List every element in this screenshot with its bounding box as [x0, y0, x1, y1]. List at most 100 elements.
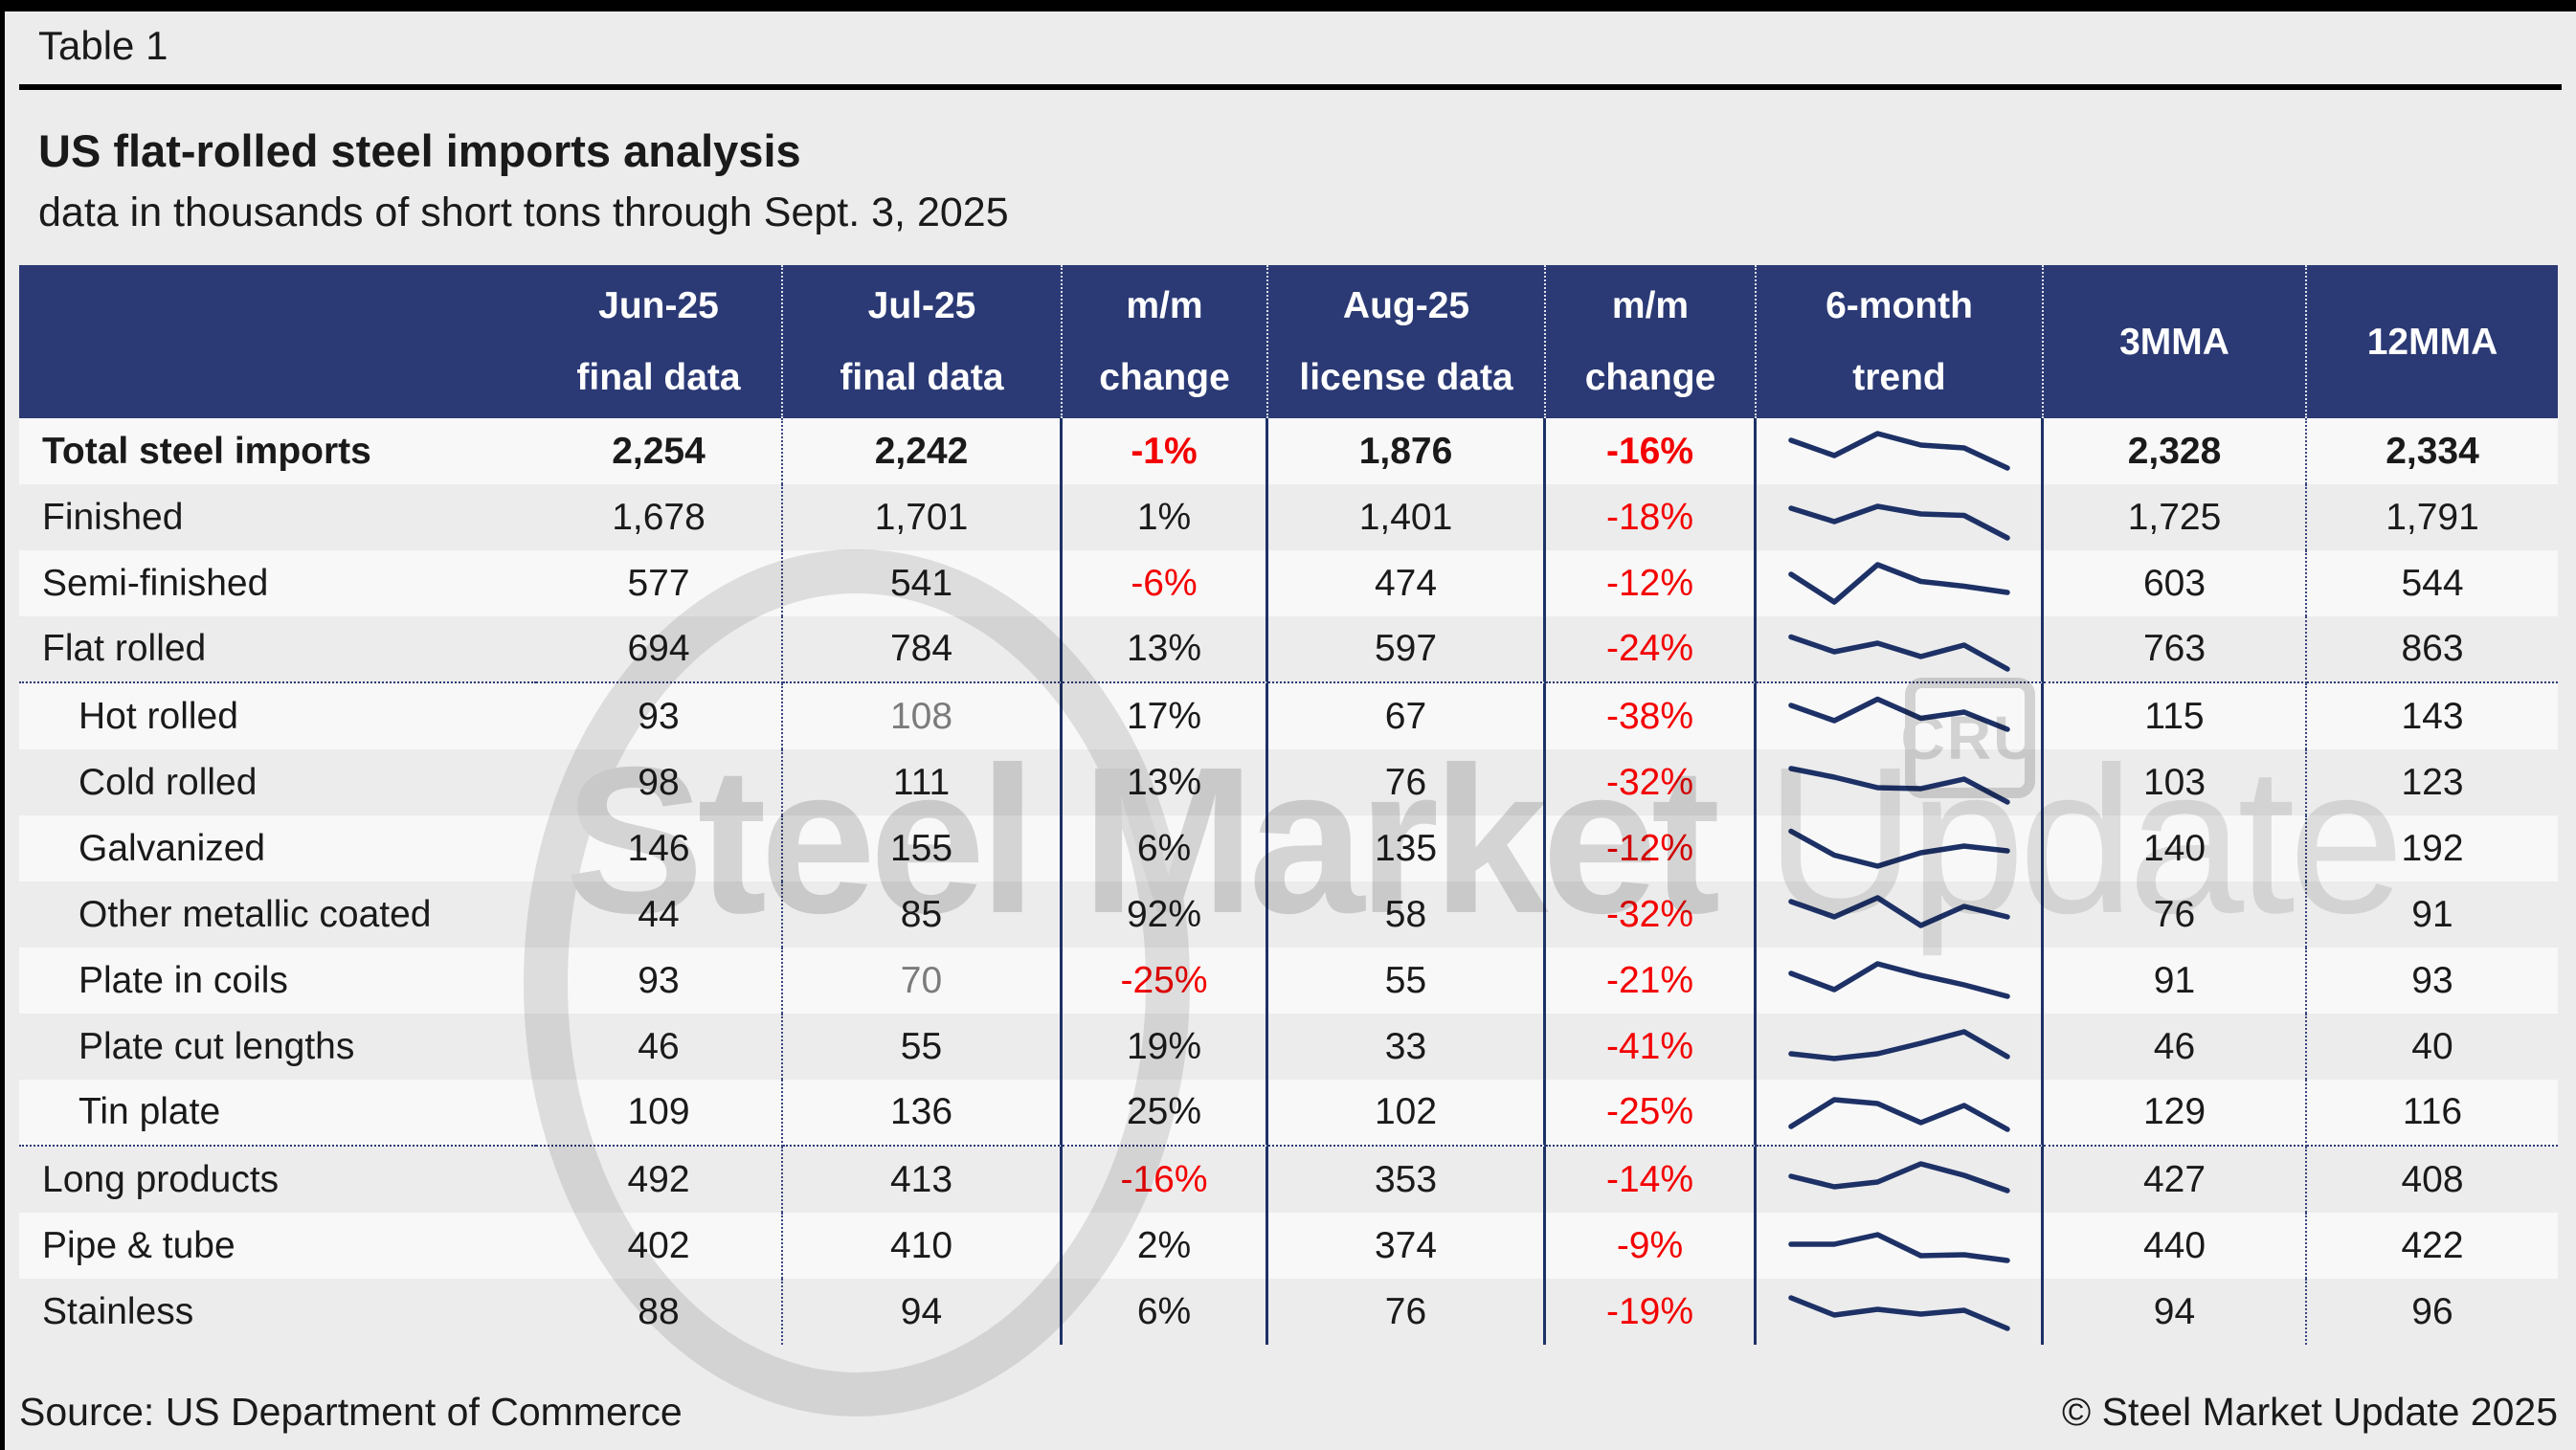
trend-sparkline: [1787, 829, 2010, 870]
cell-jul: 541: [783, 550, 1063, 617]
column-header-line: final data: [840, 357, 1004, 398]
cell-jul: 2,242: [783, 418, 1063, 485]
column-header-line: change: [1584, 357, 1716, 398]
cell-mm2: -18%: [1546, 484, 1757, 551]
cell-mma3: 46: [2044, 1014, 2307, 1081]
cell-jul: 784: [783, 616, 1063, 683]
row-label: Cold rolled: [19, 748, 536, 815]
cell-aug: 1,401: [1268, 484, 1546, 551]
cell-mma3: 94: [2044, 1278, 2307, 1345]
cell-mm1: 1%: [1063, 484, 1268, 551]
cell-aug: 76: [1268, 1278, 1546, 1345]
cell-aug: 102: [1268, 1080, 1546, 1147]
cell-mm1: 13%: [1063, 616, 1268, 683]
cell-mm2: -41%: [1546, 1014, 1757, 1081]
row-label: Semi-finished: [19, 550, 536, 617]
cell-mma3: 129: [2044, 1080, 2307, 1147]
column-header-line: trend: [1852, 357, 1946, 398]
source-note: Source: US Department of Commerce: [19, 1390, 683, 1434]
row-label: Tin plate: [19, 1080, 536, 1147]
cell-jun: 402: [536, 1212, 783, 1279]
row-label: Other metallic coated: [19, 881, 536, 948]
cell-mma12: 863: [2307, 616, 2558, 683]
cell-mm2: -14%: [1546, 1146, 1757, 1213]
trend-sparkline: [1787, 1295, 2010, 1332]
trend-cell: [1757, 1278, 2044, 1345]
cell-jul: 85: [783, 881, 1063, 948]
header-rule: [19, 84, 2562, 90]
table-number-label: Table 1: [38, 23, 168, 68]
cell-aug: 58: [1268, 881, 1546, 948]
cell-aug: 55: [1268, 948, 1546, 1015]
trend-cell: [1757, 814, 2044, 881]
cell-aug: 597: [1268, 616, 1546, 683]
column-header-line: license data: [1299, 357, 1513, 398]
column-header-product: [19, 265, 536, 418]
column-header-12mma-: 12MMA: [2307, 265, 2558, 418]
column-header-m-m-change: m/m change: [1546, 265, 1757, 418]
cell-mma3: 76: [2044, 881, 2307, 948]
row-label: Plate in coils: [19, 948, 536, 1015]
row-label: Hot rolled: [19, 682, 536, 749]
trend-sparkline: [1787, 1029, 2010, 1061]
cell-mma3: 91: [2044, 948, 2307, 1015]
column-header-line: Jul-25: [867, 285, 976, 326]
trend-sparkline: [1787, 1161, 2010, 1193]
cell-mm1: 25%: [1063, 1080, 1268, 1147]
cell-mm1: 6%: [1063, 814, 1268, 881]
row-label: Galvanized: [19, 814, 536, 881]
cell-jul: 1,701: [783, 484, 1063, 551]
cell-jul: 111: [783, 748, 1063, 815]
cell-aug: 474: [1268, 550, 1546, 617]
row-label: Finished: [19, 484, 536, 551]
trend-sparkline: [1787, 634, 2010, 672]
cell-mm2: -32%: [1546, 881, 1757, 948]
trend-sparkline: [1787, 696, 2010, 732]
cell-jul: 108: [783, 682, 1063, 749]
trend-cell: [1757, 418, 2044, 485]
cell-mm1: 92%: [1063, 881, 1268, 948]
column-header-line: Jun-25: [598, 285, 719, 326]
cell-mma12: 422: [2307, 1212, 2558, 1279]
cell-mm1: 13%: [1063, 748, 1268, 815]
cell-mm2: -38%: [1546, 682, 1757, 749]
cell-jun: 93: [536, 948, 783, 1015]
cell-mm2: -32%: [1546, 748, 1757, 815]
cell-jun: 46: [536, 1014, 783, 1081]
cell-mma12: 116: [2307, 1080, 2558, 1147]
trend-sparkline: [1787, 502, 2010, 541]
cell-mma3: 427: [2044, 1146, 2307, 1213]
cell-mm2: -12%: [1546, 550, 1757, 617]
cell-aug: 1,876: [1268, 418, 1546, 485]
trend-cell: [1757, 682, 2044, 749]
column-header-line: Aug-25: [1342, 285, 1470, 326]
cell-mma3: 603: [2044, 550, 2307, 617]
row-label: Flat rolled: [19, 616, 536, 683]
column-header-jul-25-final-data: Jul-25 final data: [783, 265, 1063, 418]
cell-mma3: 115: [2044, 682, 2307, 749]
column-header-line: m/m: [1611, 285, 1690, 326]
cell-mma12: 2,334: [2307, 418, 2558, 485]
cell-aug: 67: [1268, 682, 1546, 749]
column-header-aug-25-license-data: Aug-25 license data: [1268, 265, 1546, 418]
trend-sparkline: [1787, 562, 2010, 605]
cell-mm2: -9%: [1546, 1212, 1757, 1279]
column-header-line: 6-month: [1826, 285, 1973, 326]
cell-jul: 413: [783, 1146, 1063, 1213]
cell-jun: 492: [536, 1146, 783, 1213]
cell-jun: 577: [536, 550, 783, 617]
column-header-line: change: [1099, 357, 1230, 398]
cell-mma12: 1,791: [2307, 484, 2558, 551]
column-header-jun-25-final-data: Jun-25 final data: [536, 265, 783, 418]
cell-jul: 136: [783, 1080, 1063, 1147]
cell-aug: 135: [1268, 814, 1546, 881]
cell-mma12: 408: [2307, 1146, 2558, 1213]
column-header-line: final data: [576, 357, 741, 398]
cell-mma12: 91: [2307, 881, 2558, 948]
cell-jun: 2,254: [536, 418, 783, 485]
trend-cell: [1757, 748, 2044, 815]
cell-mma12: 40: [2307, 1014, 2558, 1081]
row-label: Pipe & tube: [19, 1212, 536, 1279]
cell-aug: 33: [1268, 1014, 1546, 1081]
cell-mm2: -24%: [1546, 616, 1757, 683]
